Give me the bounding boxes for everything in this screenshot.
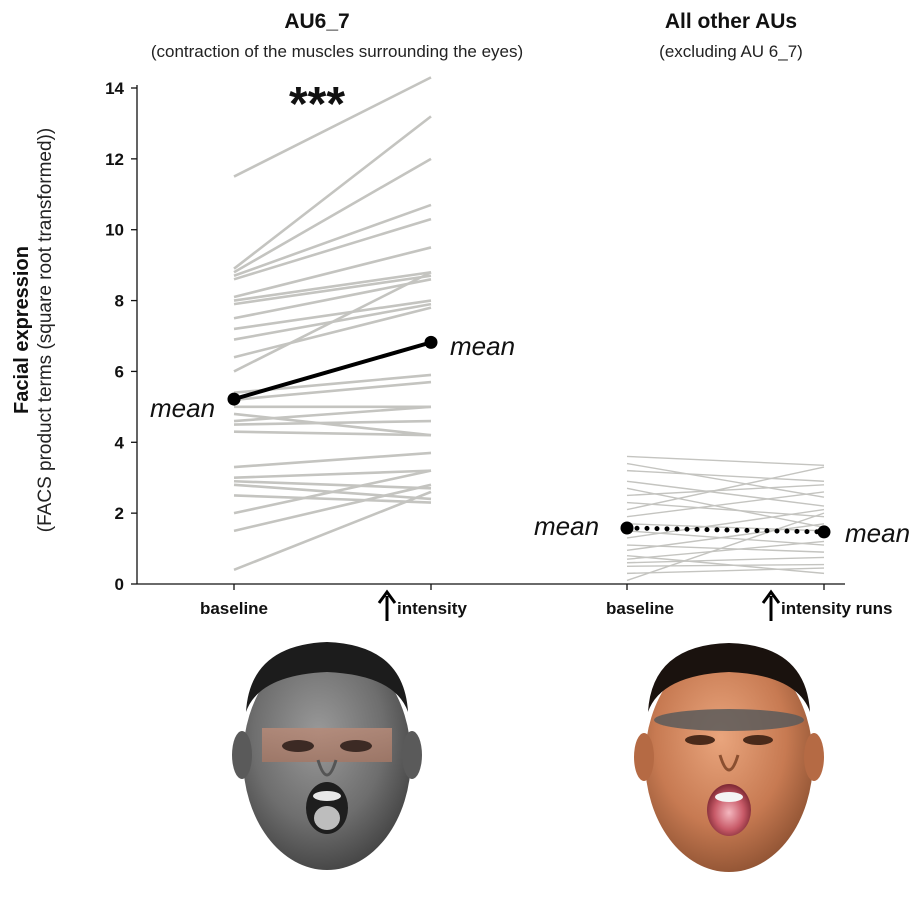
subject-line — [233, 490, 432, 572]
chart-subtitle-other-aus: (excluding AU 6_7) — [659, 42, 803, 61]
subject-line — [626, 455, 825, 467]
mean-line — [233, 340, 432, 401]
subject-line — [233, 271, 432, 373]
x-axis-ticks: baseline intensity baseline intensity runs — [200, 584, 892, 618]
subject-line — [233, 157, 432, 274]
subject-line — [233, 483, 432, 533]
y-tick-label: 12 — [105, 150, 124, 169]
y-axis-sublabel: (FACS product terms (square root transfo… — [35, 128, 56, 532]
y-tick-label: 14 — [105, 79, 124, 98]
subject-line — [626, 508, 825, 539]
subject-line — [626, 540, 825, 560]
subject-line — [626, 523, 825, 532]
au6-7-subject-lines — [233, 76, 432, 572]
subject-line — [233, 217, 432, 281]
mean-point — [817, 525, 831, 539]
subject-line — [626, 523, 825, 552]
subject-line — [626, 469, 825, 482]
mean-lines — [227, 335, 831, 539]
subject-line — [233, 76, 432, 178]
subject-line — [233, 115, 432, 270]
subject-line — [233, 270, 432, 302]
subject-line — [626, 462, 825, 498]
subject-line — [233, 380, 432, 402]
other-aus-face-image — [634, 643, 824, 872]
x-tick-label: intensity — [397, 599, 467, 618]
subject-line — [233, 469, 432, 515]
subject-line — [233, 274, 432, 306]
subject-line — [233, 419, 432, 426]
subject-line — [233, 306, 432, 359]
chart-title-other-aus: All other AUs — [665, 10, 797, 33]
mean-label-au6-7-intensity: mean — [450, 331, 515, 361]
subject-line — [233, 299, 432, 331]
x-tick-label: baseline — [606, 599, 674, 618]
subject-line — [626, 480, 825, 507]
up-arrow-icon — [377, 589, 397, 621]
mean-point — [227, 392, 241, 406]
chart-title-au6-7: AU6_7 — [284, 10, 349, 33]
subject-line — [233, 405, 432, 423]
mean-line — [624, 525, 827, 535]
subject-line — [233, 469, 432, 480]
y-axis-sublabel-group: (FACS product terms (square root transfo… — [35, 128, 56, 532]
subject-line — [233, 246, 432, 299]
y-axis-ticks: 0 2 4 6 8 10 12 14 — [105, 79, 137, 594]
subject-line — [626, 563, 825, 567]
subject-line — [626, 491, 825, 518]
subject-line — [233, 278, 432, 320]
x-tick-label: baseline — [200, 599, 268, 618]
subject-line — [233, 479, 432, 490]
y-tick-label: 10 — [105, 221, 124, 240]
x-tick-label: intensity runs — [781, 599, 892, 618]
mean-label-other-intensity: mean — [845, 518, 909, 548]
subject-line — [626, 487, 825, 529]
mean-point — [620, 521, 634, 535]
mean-label-other-baseline: mean — [534, 511, 599, 541]
subject-line — [233, 494, 432, 504]
y-tick-label: 8 — [115, 292, 124, 311]
y-tick-label: 0 — [115, 575, 124, 594]
mean-point — [424, 335, 438, 349]
significance-stars: *** — [289, 78, 345, 131]
other-aus-subject-lines — [626, 455, 825, 582]
subject-line — [626, 554, 825, 575]
subject-line — [626, 484, 825, 497]
y-tick-label: 4 — [115, 433, 125, 452]
chart-subtitle-au6-7: (contraction of the muscles surrounding … — [151, 42, 523, 61]
mean-label-au6-7-baseline: mean — [150, 393, 215, 423]
subject-line — [626, 512, 825, 582]
subject-line — [626, 466, 825, 511]
au6-7-face-image — [232, 642, 422, 870]
subject-line — [233, 451, 432, 469]
subject-line — [233, 430, 432, 437]
y-tick-label: 2 — [115, 504, 124, 523]
subject-line — [626, 556, 825, 564]
subject-line — [626, 530, 825, 546]
up-arrow-icon — [761, 589, 781, 621]
y-axis-label: Facial expression — [11, 246, 33, 414]
y-tick-label: 6 — [115, 362, 124, 381]
y-axis-label-group: Facial expression — [11, 246, 33, 414]
subject-line — [626, 567, 825, 575]
subject-line — [233, 203, 432, 277]
